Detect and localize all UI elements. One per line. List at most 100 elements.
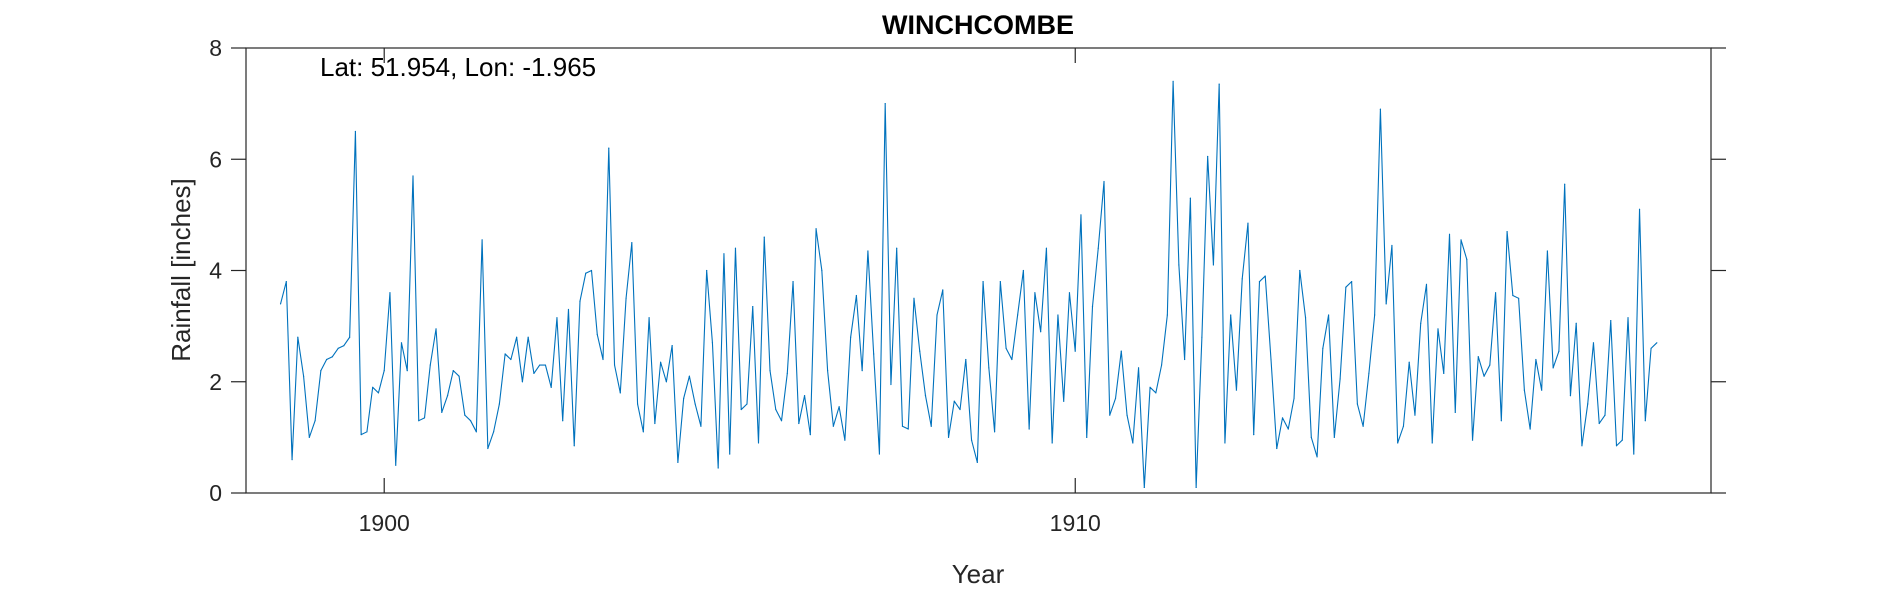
data-point-174: [1281, 417, 1284, 419]
data-point-41: [516, 336, 518, 338]
data-point-176: [1293, 397, 1295, 400]
data-point-194: [1397, 442, 1399, 444]
data-point-104: [878, 453, 881, 455]
data-point-143: [1103, 180, 1105, 183]
data-point-130: [1028, 428, 1030, 430]
data-point-2: [291, 459, 293, 461]
data-point-167: [1241, 278, 1243, 280]
data-point-110: [913, 297, 915, 299]
data-point-5: [308, 436, 310, 438]
data-point-77: [723, 253, 725, 255]
data-point-57: [608, 147, 610, 149]
data-point-162: [1212, 264, 1215, 266]
data-point-228: [1592, 342, 1595, 344]
data-point-125: [999, 281, 1001, 283]
data-point-149: [1137, 367, 1140, 369]
data-point-67: [665, 381, 667, 383]
data-point-70: [683, 397, 685, 400]
data-point-87: [780, 420, 783, 422]
data-point-128: [1017, 314, 1019, 316]
data-point-53: [585, 272, 587, 274]
data-point-161: [1207, 155, 1209, 158]
data-point-204: [1454, 411, 1456, 413]
data-point-156: [1178, 264, 1180, 266]
location-annotation: Lat: 51.954, Lon: -1.965: [320, 52, 596, 82]
data-point-186: [1351, 281, 1353, 283]
data-point-229: [1598, 422, 1600, 425]
data-point-202: [1443, 372, 1445, 375]
data-point-170: [1258, 281, 1261, 283]
data-point-106: [890, 383, 892, 386]
data-point-140: [1086, 436, 1088, 438]
data-point-227: [1587, 403, 1589, 405]
data-point-121: [976, 461, 978, 464]
data-point-88: [786, 372, 788, 375]
data-point-6: [314, 420, 316, 422]
data-point-11: [343, 344, 345, 347]
data-point-191: [1379, 108, 1382, 110]
data-point-210: [1489, 364, 1491, 366]
data-point-113: [930, 425, 932, 427]
data-point-129: [1022, 269, 1024, 272]
data-point-42: [521, 381, 524, 383]
data-point-3: [297, 336, 299, 338]
x-tick-label-1: 1910: [1050, 510, 1101, 536]
data-point-233: [1621, 439, 1623, 441]
chart-title: WINCHCOMBE: [882, 10, 1074, 40]
data-point-25: [423, 417, 426, 419]
data-point-59: [619, 392, 621, 394]
data-point-190: [1374, 314, 1376, 316]
data-point-62: [636, 403, 639, 405]
data-point-94: [821, 269, 823, 272]
data-point-131: [1034, 292, 1036, 294]
y-tick-label-0: 0: [209, 480, 222, 506]
data-point-27: [435, 328, 437, 330]
data-point-238: [1650, 347, 1652, 349]
data-point-155: [1172, 80, 1174, 82]
data-point-133: [1045, 247, 1048, 249]
data-point-221: [1552, 367, 1554, 369]
data-point-0: [279, 303, 282, 305]
data-point-203: [1448, 233, 1451, 235]
data-point-51: [573, 445, 575, 447]
y-tick-label-1: 2: [209, 369, 222, 395]
data-point-171: [1264, 275, 1266, 277]
data-point-209: [1483, 375, 1485, 377]
data-point-99: [850, 336, 852, 338]
data-point-82: [752, 306, 754, 308]
data-point-168: [1247, 222, 1249, 224]
data-point-14: [360, 433, 362, 436]
rainfall-data-points: [279, 80, 1658, 489]
data-point-217: [1529, 428, 1531, 430]
data-point-224: [1569, 395, 1572, 397]
data-point-235: [1633, 453, 1635, 455]
data-point-109: [907, 428, 909, 430]
data-point-116: [947, 436, 950, 438]
data-point-23: [412, 175, 414, 177]
data-point-160: [1201, 336, 1203, 338]
data-point-30: [452, 370, 454, 372]
data-point-39: [504, 353, 506, 355]
data-point-159: [1195, 486, 1197, 489]
y-axis-label: Rainfall [inches]: [166, 178, 196, 362]
data-point-76: [717, 467, 719, 469]
data-point-136: [1063, 400, 1065, 402]
data-point-139: [1080, 214, 1082, 216]
data-point-40: [510, 358, 512, 361]
data-point-75: [711, 342, 714, 344]
data-point-84: [763, 236, 765, 238]
data-point-114: [936, 314, 938, 316]
data-point-35: [481, 239, 483, 241]
x-tick-label-0: 1900: [359, 510, 410, 536]
data-point-7: [320, 370, 322, 372]
data-point-142: [1097, 247, 1099, 249]
data-point-118: [959, 408, 961, 411]
data-point-96: [832, 425, 834, 427]
data-point-31: [458, 375, 460, 377]
data-point-54: [590, 269, 593, 272]
data-point-26: [429, 364, 431, 366]
data-point-182: [1327, 314, 1330, 316]
data-point-163: [1218, 83, 1220, 85]
axis-tick-labels: 0 2 4 6 8 1900 1910: [209, 35, 1101, 536]
y-tick-label-2: 4: [209, 258, 222, 284]
